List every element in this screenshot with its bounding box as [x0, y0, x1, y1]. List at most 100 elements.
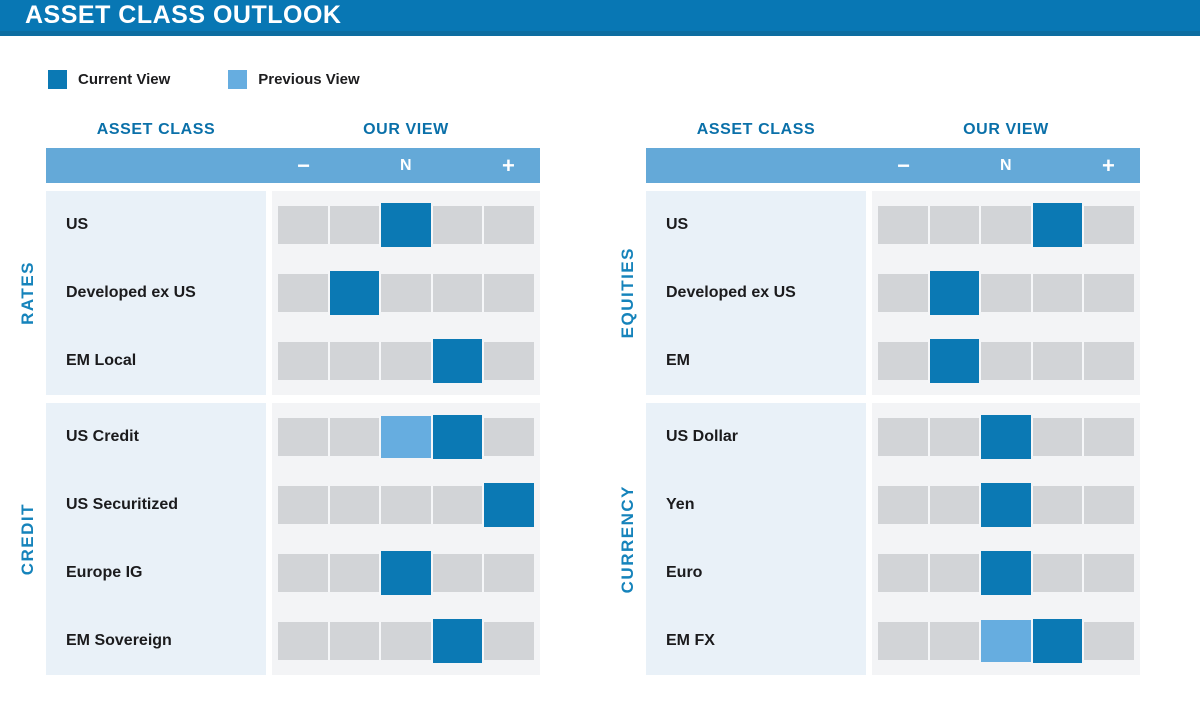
view-panel	[272, 403, 540, 675]
view-cell	[1082, 486, 1134, 524]
view-cell	[278, 206, 328, 244]
view-cell	[278, 342, 328, 380]
view-cell	[878, 342, 928, 380]
view-scale	[878, 339, 1134, 383]
legend: Current View Previous View	[48, 70, 360, 89]
current-view-cell	[1030, 619, 1083, 663]
view-cell	[1082, 554, 1134, 592]
view-cell	[379, 622, 431, 660]
view-cell	[1030, 342, 1083, 380]
view-cell	[327, 342, 380, 380]
title-banner: ASSET CLASS OUTLOOK	[0, 0, 1200, 36]
view-row	[278, 191, 534, 259]
asset-class-panel: US Developed ex US EM Local	[46, 191, 266, 395]
view-row	[878, 191, 1134, 259]
asset-class-label: US	[666, 216, 689, 233]
asset-class-label: Developed ex US	[666, 284, 796, 301]
legend-item-current: Current View	[48, 70, 170, 89]
view-cell	[327, 486, 380, 524]
view-cell	[979, 206, 1031, 244]
view-scale	[278, 203, 534, 247]
view-cell	[927, 206, 980, 244]
outlook-table-right: ASSET CLASS OUR VIEW − N + EQUITIES US Develope…	[610, 118, 1140, 675]
scale-empty-slot	[432, 148, 483, 183]
view-cell	[278, 554, 328, 592]
view-cell	[482, 622, 534, 660]
view-cell	[278, 486, 328, 524]
our-view-column-header: OUR VIEW	[963, 121, 1049, 138]
group-gutter: RATES	[10, 191, 46, 395]
scale-minus-label: −	[297, 152, 311, 178]
view-cell	[278, 274, 328, 312]
view-cell	[878, 206, 928, 244]
view-row	[278, 259, 534, 327]
view-cell	[927, 554, 980, 592]
view-row	[878, 403, 1134, 471]
asset-class-label: US Credit	[66, 428, 139, 445]
view-cell	[1030, 418, 1083, 456]
scale-neutral-label: N	[399, 156, 413, 174]
view-panel	[272, 191, 540, 395]
group-credit: CREDIT US Credit US Securitized Europe IG EM…	[10, 403, 540, 675]
current-view-cell	[927, 271, 980, 315]
scale-plus-label: +	[1101, 152, 1115, 178]
view-cell	[482, 274, 534, 312]
view-row	[278, 403, 534, 471]
asset-class-panel: US Developed ex US EM	[646, 191, 866, 395]
our-view-column-header: OUR VIEW	[363, 121, 449, 138]
group-label-currency: CURRENCY	[618, 484, 637, 594]
current-view-cell	[927, 339, 980, 383]
scale-empty-slot	[929, 148, 980, 183]
asset-class-label: EM FX	[666, 632, 715, 649]
current-view-cell	[979, 483, 1031, 527]
view-cell	[327, 206, 380, 244]
view-cell	[379, 274, 431, 312]
asset-class-label: US Securitized	[66, 496, 179, 513]
group-rates: RATES US Developed ex US EM Local	[10, 191, 540, 395]
view-row	[278, 607, 534, 675]
asset-class-panel: US Credit US Securitized Europe IG EM Sover…	[46, 403, 266, 675]
view-scale	[878, 415, 1134, 459]
table-groups: EQUITIES US Developed ex US EM CURRENCY US Do…	[610, 191, 1140, 675]
view-cell	[482, 206, 534, 244]
asset-class-panel: US Dollar Yen Euro EM FX	[646, 403, 866, 675]
asset-class-label: Europe IG	[66, 564, 143, 581]
view-cell	[878, 418, 928, 456]
legend-item-previous: Previous View	[228, 70, 360, 89]
view-cell	[1030, 486, 1083, 524]
view-cell	[1082, 206, 1134, 244]
view-row	[878, 327, 1134, 395]
view-cell	[278, 622, 328, 660]
view-cell	[1082, 622, 1134, 660]
view-cell	[1082, 342, 1134, 380]
view-row	[878, 259, 1134, 327]
current-view-swatch-icon	[48, 70, 67, 89]
view-cell	[327, 622, 380, 660]
current-view-cell	[379, 551, 431, 595]
view-scale	[878, 619, 1134, 663]
outlook-table-left: ASSET CLASS OUR VIEW − N + RATES US Developed e…	[10, 118, 540, 675]
view-cell	[878, 274, 928, 312]
view-cell	[482, 342, 534, 380]
view-cell	[979, 274, 1031, 312]
asset-class-column-header: ASSET CLASS	[96, 121, 216, 138]
view-cell	[430, 486, 483, 524]
asset-class-label: EM Sovereign	[66, 632, 172, 649]
view-cell	[327, 418, 380, 456]
table-groups: RATES US Developed ex US EM Local CREDIT US C…	[10, 191, 540, 675]
group-gutter: CREDIT	[10, 403, 46, 675]
view-row	[278, 539, 534, 607]
column-headers: ASSET CLASS OUR VIEW	[46, 118, 540, 142]
view-cell	[878, 622, 928, 660]
legend-previous-label: Previous View	[258, 71, 360, 88]
asset-class-label: US	[66, 216, 89, 233]
scale-header-bar: − N +	[646, 148, 1140, 183]
current-view-cell	[430, 619, 483, 663]
scale-empty-slot	[329, 148, 380, 183]
view-scale	[878, 483, 1134, 527]
scale-cells: − N +	[872, 148, 1140, 183]
current-view-cell	[430, 339, 483, 383]
asset-class-label: Developed ex US	[66, 284, 196, 301]
view-cell	[430, 206, 483, 244]
